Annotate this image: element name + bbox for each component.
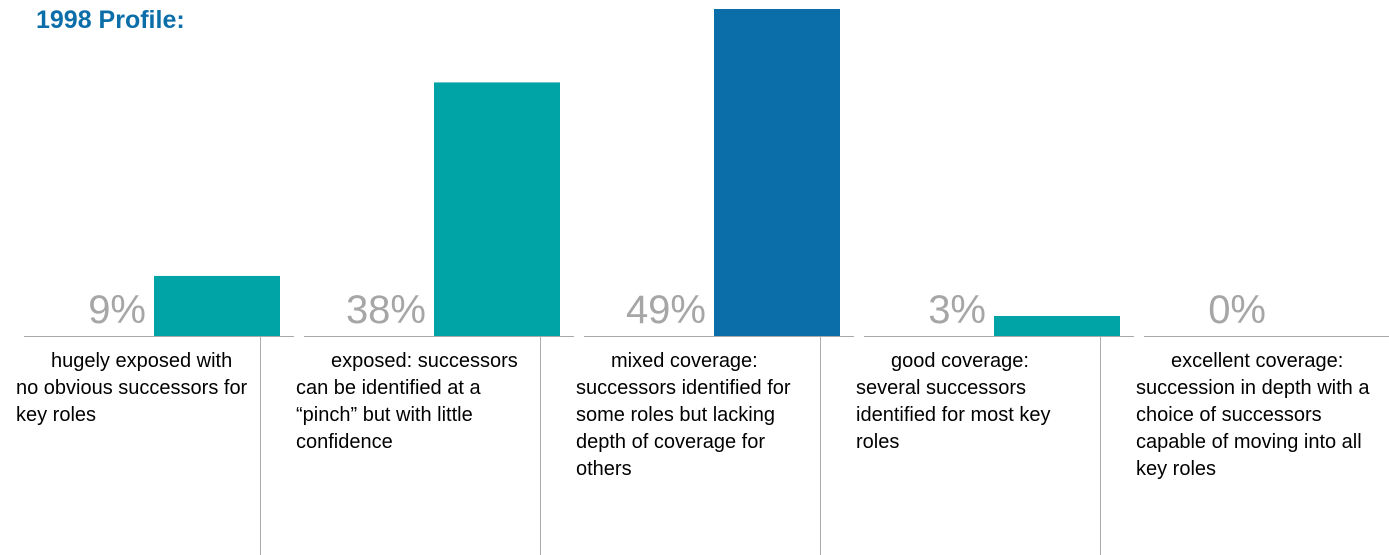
value-label-hugely-exposed: 9% [88,288,146,332]
value-label-excellent-coverage: 0% [1208,288,1266,332]
category-desc-hugely-exposed: hugely exposed with no obvious successor… [16,350,248,426]
value-label-mixed-coverage: 49% [625,288,706,332]
chart-title: 1998 Profile: [36,6,185,34]
bar-good-coverage [994,315,1120,336]
category-desc-exposed: exposed: successors can be identified at… [296,350,518,453]
bar-mixed-coverage [714,9,840,336]
category-desc-mixed-coverage: mixed coverage: successors identified fo… [576,350,791,480]
bar-hugely-exposed [154,275,280,336]
category-desc-excellent-coverage: excellent coverage: succession in depth … [1136,350,1370,480]
value-label-good-coverage: 3% [928,288,986,332]
bar-exposed [434,82,560,336]
category-desc-good-coverage: good coverage: several successors identi… [856,350,1051,453]
value-label-exposed: 38% [345,288,426,332]
